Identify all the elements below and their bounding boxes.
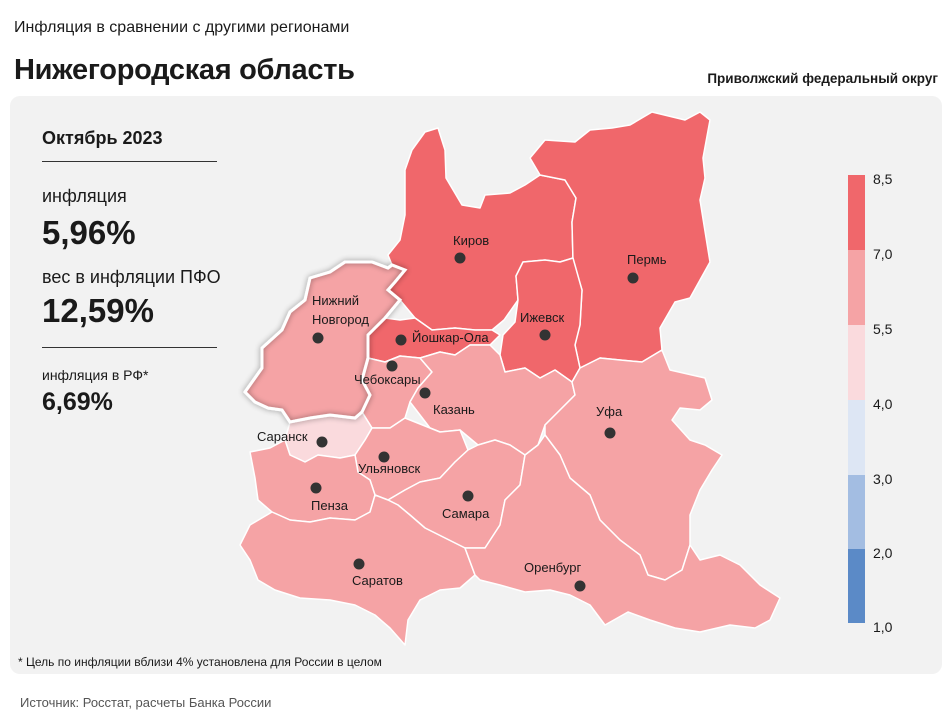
- city-dot-yoshkar-ola: [395, 334, 407, 346]
- city-label-perm: Пермь: [627, 252, 667, 267]
- legend-tick-label: 1,0: [873, 619, 893, 635]
- city-label-kirov: Киров: [453, 233, 489, 248]
- region-orenburg: [464, 434, 781, 633]
- inflation-label: инфляция: [42, 186, 127, 206]
- city-dot-ulyanovsk: [378, 451, 390, 463]
- city-dot-saransk: [316, 436, 328, 448]
- legend-swatch: [848, 325, 865, 400]
- city-label-nizhny-1: Нижний: [312, 293, 359, 308]
- legend-swatch: [848, 549, 865, 623]
- city-dot-cheboksary: [386, 360, 398, 372]
- city-label-ulyanovsk: Ульяновск: [358, 461, 420, 476]
- highlight-outline: [243, 260, 408, 424]
- page-title: Нижегородская область: [14, 54, 355, 86]
- city-dot-ufa: [604, 427, 616, 439]
- city-dot-izhevsk: [539, 329, 551, 341]
- inflation-value: 5,96%: [42, 214, 136, 251]
- city-label-saratov: Саратов: [352, 573, 403, 588]
- city-label-ufa: Уфа: [596, 404, 623, 419]
- city-label-izhevsk: Ижевск: [520, 310, 565, 325]
- footnote: * Цель по инфляции вблизи 4% установлена…: [18, 655, 382, 669]
- city-dot-saratov: [353, 558, 365, 570]
- legend-tick-label: 5,5: [873, 321, 893, 337]
- city-label-kazan: Казань: [433, 402, 475, 417]
- city-dot-nizhny: [312, 332, 324, 344]
- rf-inflation-label: инфляция в РФ*: [42, 367, 149, 383]
- city-label-samara: Самара: [442, 506, 490, 521]
- legend-swatch: [848, 400, 865, 475]
- divider: [42, 347, 217, 348]
- city-label-nizhny-2: Новгород: [312, 312, 369, 327]
- city-dot-penza: [310, 482, 322, 494]
- weight-value: 12,59%: [42, 292, 154, 329]
- legend-tick-label: 2,0: [873, 545, 893, 561]
- legend-tick-label: 8,5: [873, 171, 893, 187]
- legend-swatch: [848, 250, 865, 325]
- region-saratov: [239, 494, 476, 646]
- city-markers: [310, 252, 639, 592]
- city-dot-samara: [462, 490, 474, 502]
- city-label-penza: Пенза: [311, 498, 349, 513]
- city-label-cheboksary: Чебоксары: [354, 372, 421, 387]
- federal-district-label: Приволжский федеральный округ: [707, 71, 938, 86]
- color-scale-legend: 8,5 7,0 5,5 4,0 3,0 2,0 1,0: [848, 171, 893, 635]
- period-label: Октябрь 2023: [42, 128, 163, 148]
- city-label-orenburg: Оренбург: [524, 560, 581, 575]
- legend-tick-label: 3,0: [873, 471, 893, 487]
- city-dot-perm: [627, 272, 639, 284]
- source-note: Источник: Росстат, расчеты Банка России: [20, 695, 272, 710]
- legend-tick-label: 4,0: [873, 396, 893, 412]
- legend-tick-label: 7,0: [873, 246, 893, 262]
- city-label-saransk: Саранск: [257, 429, 308, 444]
- legend-swatch: [848, 475, 865, 549]
- weight-label: вес в инфляции ПФО: [42, 267, 221, 287]
- city-label-yoshkar-ola: Йошкар-Ола: [412, 330, 489, 345]
- city-dot-kazan: [419, 387, 431, 399]
- page-subtitle: Инфляция в сравнении с другими регионами: [14, 19, 350, 36]
- divider: [42, 161, 217, 162]
- legend-swatch: [848, 175, 865, 250]
- city-dot-kirov: [454, 252, 466, 264]
- rf-inflation-value: 6,69%: [42, 388, 113, 416]
- city-dot-orenburg: [574, 580, 586, 592]
